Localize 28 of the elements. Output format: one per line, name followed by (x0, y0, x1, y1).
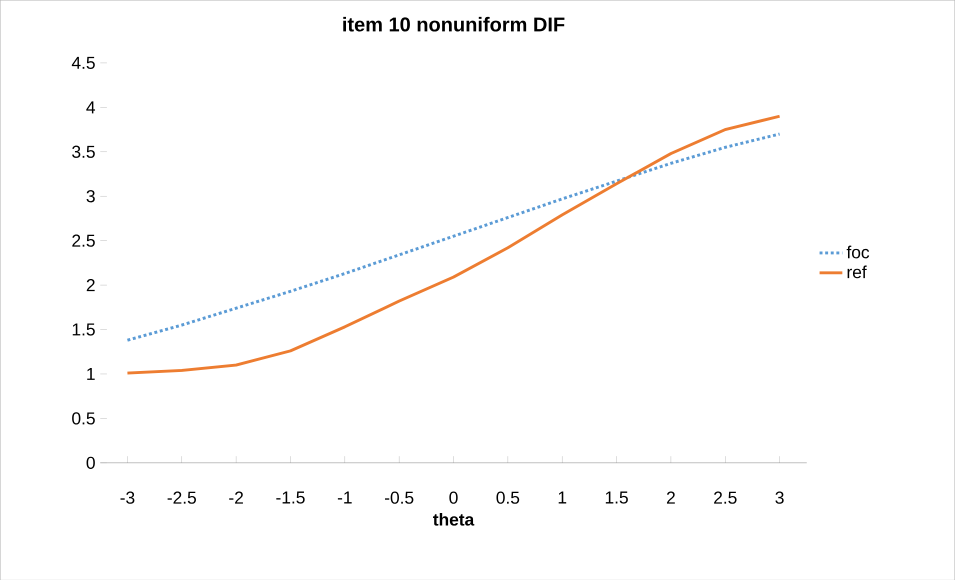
x-axis-title: theta (433, 512, 474, 526)
y-tick-label: 2.5 (72, 234, 95, 247)
y-tick-label: 0 (86, 456, 95, 469)
x-tick-label: -2.5 (168, 491, 196, 504)
y-tick-label: 1.5 (72, 323, 95, 336)
x-tick-label: -0.5 (385, 491, 414, 504)
x-tick-label: 0 (449, 491, 458, 504)
y-tick-label: 3 (86, 190, 95, 202)
legend-label: ref (848, 265, 867, 278)
x-tick-label: -1 (338, 491, 352, 504)
y-tick-label: 4.5 (72, 56, 95, 69)
x-tick-label: -2 (229, 491, 243, 504)
x-tick-label: 2 (666, 491, 675, 504)
x-tick-label: 3 (775, 491, 784, 504)
y-tick-label: 1 (87, 368, 95, 380)
y-tick-label: 3.5 (72, 145, 95, 158)
x-tick-label: 1 (558, 491, 566, 504)
y-tick-label: 0.5 (72, 412, 95, 424)
x-tick-label: 2.5 (714, 491, 737, 504)
legend-label: foc (846, 245, 870, 258)
x-tick-label: 0.5 (496, 491, 520, 504)
x-tick-label: -1.5 (276, 491, 305, 504)
line-series (126, 114, 782, 374)
y-tick-label: 2 (86, 278, 95, 291)
y-tick-label: 4 (86, 101, 96, 114)
chart-title: item 10 nonuniform DIF (343, 16, 564, 32)
x-tick-label: 1.5 (606, 491, 628, 504)
x-tick-label: -3 (120, 491, 134, 504)
